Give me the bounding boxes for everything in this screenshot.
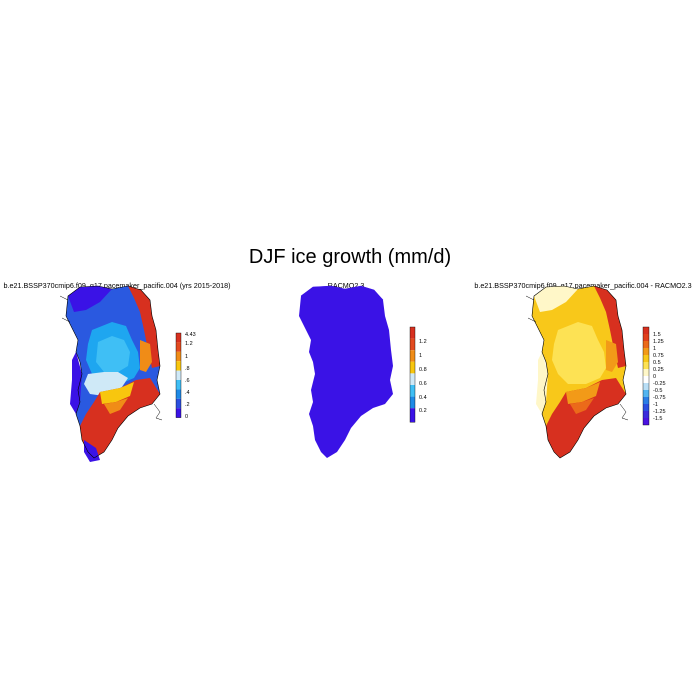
panel-2-title: RACMO2.3 (327, 281, 365, 290)
cb1-label-2: 1 (185, 354, 188, 360)
cb3-label-7: -0.25 (653, 381, 666, 387)
cb3-label-1: 1.25 (653, 339, 664, 345)
cb2-label-5: 0.2 (419, 408, 427, 414)
panel-3-title: b.e21.BSSP370cmip6.f09_g17.pacemaker_pac… (474, 281, 692, 290)
panel-1-field-west (70, 352, 82, 414)
cb3-label-10: -1 (653, 402, 658, 408)
figure-title: DJF ice growth (mm/d) (248, 246, 452, 268)
cb1-label-6: .2 (185, 402, 190, 408)
panel-3-colorbar: 1.5 1.25 1 0.75 0.5 0.25 0 -0.25 -0.5 -0… (642, 326, 666, 426)
cb2-label-4: 0.4 (419, 395, 427, 401)
cb3-label-5: 0.25 (653, 367, 664, 373)
cb3-label-4: 0.5 (653, 360, 661, 366)
cb2-label-0: 1.2 (419, 339, 427, 345)
panel-1-title: b.e21.BSSP370cmip6.f09_g17.pacemaker_pac… (3, 281, 231, 290)
cb1-label-7: 0 (185, 414, 188, 420)
panel-3-map (525, 285, 629, 459)
panel-1-field-east-mid (140, 340, 152, 372)
panel-1-colorbar: 4.43 1.2 1 .8 .6 .4 .2 0 (175, 332, 196, 420)
cb3-label-8: -0.5 (653, 388, 662, 394)
panel-1-field-south-orange (104, 398, 128, 414)
panel-2-map (299, 285, 393, 458)
cb1-label-3: .8 (185, 366, 190, 372)
panel-2-colorbar: 1.2 1 0.8 0.6 0.4 0.2 (409, 326, 427, 423)
panel-1-field-core (96, 336, 130, 372)
cb2-label-2: 0.8 (419, 367, 427, 373)
cb3-label-2: 1 (653, 346, 656, 352)
panel-1-field-north (68, 286, 112, 312)
cb3-label-0: 1.5 (653, 332, 661, 338)
cb3-label-9: -0.75 (653, 395, 666, 401)
cb2-label-1: 1 (419, 353, 422, 359)
cb1-label-0: 4.43 (185, 332, 196, 338)
panel-1-field-south (80, 378, 160, 458)
cb2-label-3: 0.6 (419, 381, 427, 387)
cb3-label-12: -1.5 (653, 416, 662, 422)
cb1-label-4: .6 (185, 378, 190, 384)
panel-1-map (59, 285, 163, 462)
panel-1-field-south-yellow (100, 382, 134, 404)
cb3-label-3: 0.75 (653, 353, 664, 359)
cb1-label-5: .4 (185, 390, 190, 396)
cb3-label-6: 0 (653, 374, 656, 380)
cb3-label-11: -1.25 (653, 409, 666, 415)
panel-1-field-east (128, 286, 160, 368)
cb1-label-1: 1.2 (185, 341, 193, 347)
